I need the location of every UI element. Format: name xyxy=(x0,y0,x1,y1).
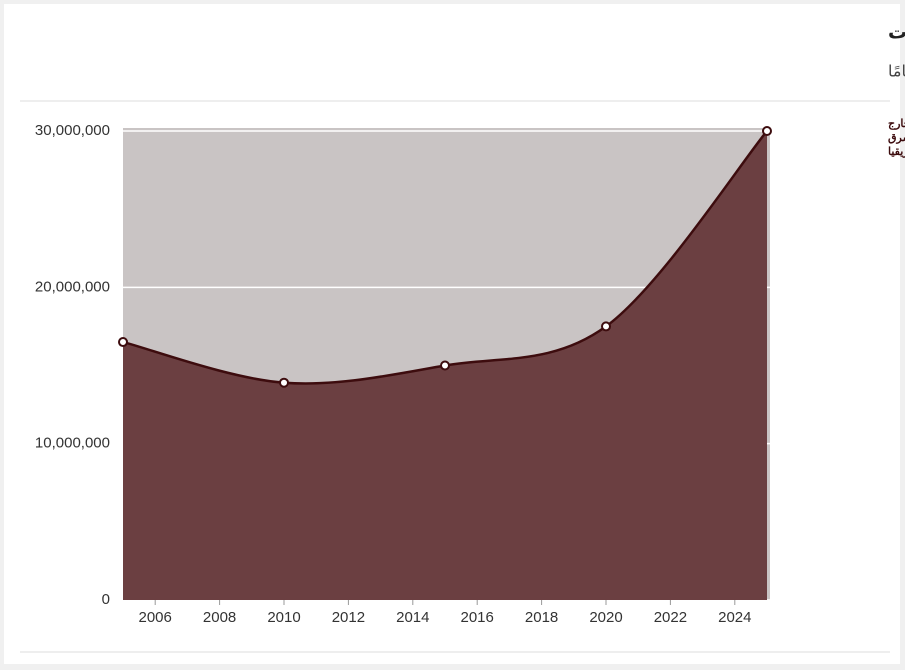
annotation: المدرسة في الشرق xyxy=(888,131,905,145)
chart-title: حزام من الجهل يحيط المنطقة العربية في غض… xyxy=(888,22,905,44)
point xyxy=(440,360,450,371)
x-tick-label: 2018 xyxy=(525,609,558,626)
x-tick-label: 2008 xyxy=(203,609,236,626)
y-tick-label: 30,000,000 xyxy=(35,122,110,139)
point xyxy=(279,377,289,388)
annotation: الأوسط وشمال افريقيا xyxy=(888,144,905,158)
line xyxy=(122,130,768,385)
x-tick-label: 2020 xyxy=(589,609,622,626)
y-tick-label: 20,000,000 xyxy=(35,278,110,295)
point xyxy=(118,337,128,348)
x-tick-label: 2016 xyxy=(461,609,494,626)
chart-subtitle: أسوأ انتكاسة تعليمية تشهدها المنطقة منذ … xyxy=(888,61,905,82)
x-tick-label: 2006 xyxy=(139,609,172,626)
x-tick-label: 2024 xyxy=(718,609,751,626)
x-tick-label: 2010 xyxy=(267,609,300,626)
annotation: عدد الاطفال خارج xyxy=(888,117,905,130)
x-tick-label: 2014 xyxy=(396,609,429,626)
y-tick-label: 0 xyxy=(102,591,110,608)
x-tick-label: 2012 xyxy=(332,609,365,626)
point xyxy=(601,321,611,332)
x-tick-label: 2022 xyxy=(654,609,687,626)
point xyxy=(762,126,772,136)
y-tick-label: 10,000,000 xyxy=(35,435,110,452)
